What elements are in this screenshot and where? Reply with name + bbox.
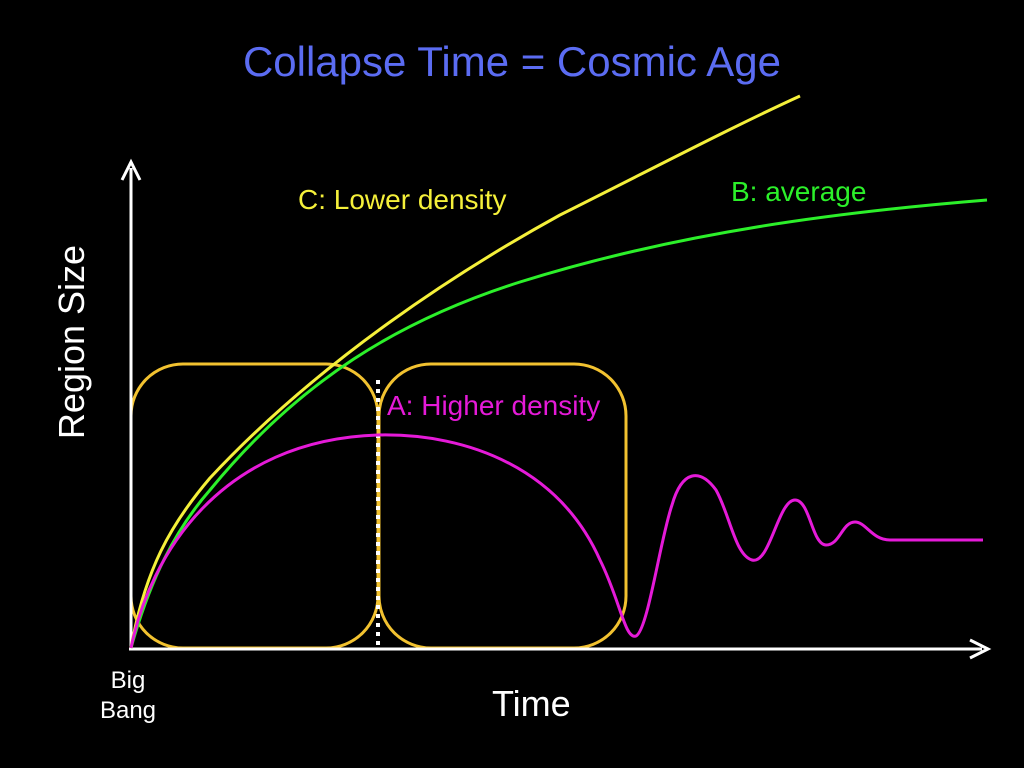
curve-c-label: C: Lower density: [298, 184, 507, 215]
x-axis-arrowhead: [969, 638, 992, 660]
y-axis-arrowhead: [120, 158, 142, 181]
curve-c-lower-density: [129, 94, 801, 649]
curve-a-label: A: Higher density: [387, 390, 601, 421]
big-bang-label-line1: Big: [110, 667, 146, 694]
slide-title: Collapse Time = Cosmic Age: [242, 38, 782, 85]
y-axis-label: Region Size: [51, 244, 92, 440]
curve-a-higher-density: [129, 433, 983, 649]
curve-b-average: [129, 198, 988, 649]
big-bang-label: Big Bang: [80, 666, 176, 726]
big-bang-label-line2: Bang: [99, 697, 157, 724]
x-axis-label: Time: [492, 683, 571, 724]
curve-b-label: B: average: [731, 176, 867, 207]
interval-box-left: [129, 362, 380, 650]
